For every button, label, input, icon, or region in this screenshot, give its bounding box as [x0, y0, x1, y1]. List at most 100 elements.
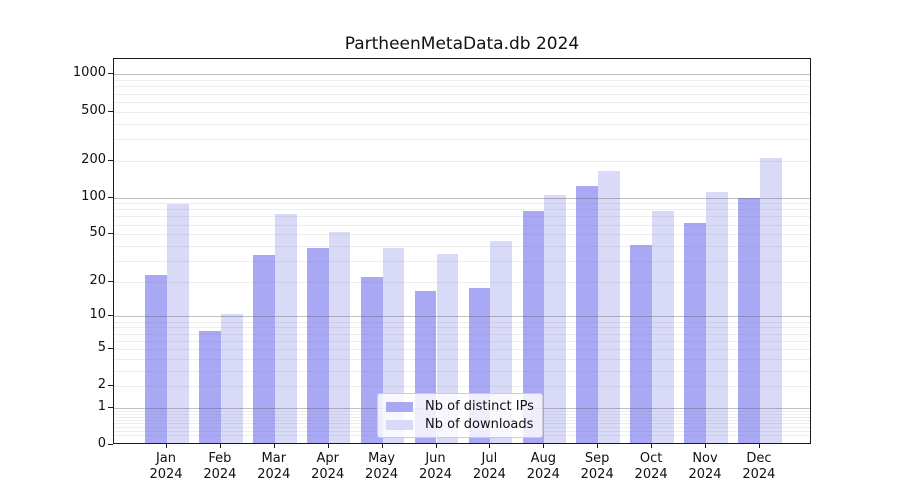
- minor-gridline: [114, 160, 810, 162]
- bar-downloads: [220, 314, 243, 443]
- minor-gridline: [114, 358, 810, 360]
- y-tick-label: 2: [97, 377, 106, 393]
- x-tick-label: Nov 2024: [688, 451, 722, 482]
- x-axis-tick: [435, 444, 437, 448]
- minor-gridline: [114, 327, 810, 329]
- x-tick-label: Dec 2024: [742, 451, 776, 482]
- x-axis-tick: [597, 444, 599, 448]
- minor-gridline: [114, 386, 810, 388]
- y-axis-tick: [108, 406, 113, 408]
- x-tick-label: Jun 2024: [418, 451, 453, 482]
- y-axis-tick: [108, 233, 113, 235]
- major-gridline: [114, 316, 810, 318]
- y-tick-label: 10: [89, 307, 106, 323]
- x-tick-label: Apr 2024: [311, 451, 345, 482]
- bar-downloads: [598, 171, 620, 443]
- bar-downloads: [328, 232, 351, 443]
- y-axis-tick: [108, 110, 113, 112]
- minor-gridline: [114, 281, 810, 283]
- x-axis-tick: [381, 444, 383, 448]
- y-tick-label: 20: [89, 272, 106, 288]
- x-tick-label: Oct 2024: [634, 451, 668, 482]
- y-axis-tick: [108, 385, 113, 387]
- minor-gridline: [114, 260, 810, 262]
- major-gridline: [114, 74, 810, 76]
- y-axis-tick: [108, 196, 113, 198]
- minor-gridline: [114, 138, 810, 140]
- x-axis-tick: [327, 444, 329, 448]
- bar-distinct-ips: [576, 185, 599, 443]
- chart-title: PartheenMetaData.db 2024: [344, 34, 580, 54]
- legend-label-distinct-ips: Nb of distinct IPs: [425, 399, 534, 414]
- bar-distinct-ips: [684, 222, 706, 443]
- x-tick-label: Jan 2024: [149, 451, 183, 482]
- y-tick-label: 200: [81, 151, 106, 167]
- minor-gridline: [114, 123, 810, 125]
- x-axis-tick: [705, 444, 706, 448]
- x-tick-label: Jul 2024: [472, 451, 506, 482]
- bar-distinct-ips: [199, 331, 221, 443]
- major-gridline: [114, 197, 810, 199]
- minor-gridline: [114, 203, 810, 205]
- minor-gridline: [114, 333, 810, 335]
- x-axis-tick: [758, 444, 760, 448]
- plot-area: [113, 58, 811, 444]
- x-axis-tick: [219, 444, 221, 448]
- x-tick-label: Mar 2024: [257, 451, 291, 482]
- minor-gridline: [114, 216, 810, 218]
- minor-gridline: [114, 93, 810, 95]
- x-tick-label: Sep 2024: [580, 451, 614, 482]
- x-tick-label: Feb 2024: [203, 451, 237, 482]
- bar-downloads: [490, 241, 513, 443]
- minor-gridline: [114, 321, 810, 323]
- y-tick-label: 500: [81, 102, 106, 118]
- x-tick-label: May 2024: [365, 451, 399, 482]
- y-tick-label: 0: [97, 436, 106, 451]
- y-tick-label: 100: [81, 188, 106, 204]
- minor-gridline: [114, 245, 810, 247]
- bar-downloads: [759, 158, 782, 443]
- bar-distinct-ips: [738, 198, 760, 443]
- y-axis-tick: [108, 315, 113, 317]
- legend: Nb of distinct IPs Nb of downloads: [377, 393, 543, 438]
- legend-swatch-downloads: [386, 419, 413, 430]
- y-axis-tick: [108, 347, 113, 349]
- legend-swatch-distinct-ips: [386, 401, 413, 412]
- minor-gridline: [114, 101, 810, 103]
- x-axis-tick: [651, 444, 653, 448]
- legend-label-downloads: Nb of downloads: [425, 417, 534, 432]
- bar-downloads: [706, 191, 728, 443]
- bar-distinct-ips: [145, 274, 167, 443]
- y-axis-tick: [108, 159, 113, 161]
- minor-gridline: [114, 209, 810, 211]
- minor-gridline: [114, 340, 810, 342]
- x-axis-tick: [543, 444, 545, 448]
- x-tick-label: Aug 2024: [526, 451, 560, 482]
- bar-downloads: [652, 210, 674, 443]
- minor-gridline: [114, 234, 810, 236]
- minor-gridline: [114, 86, 810, 88]
- legend-item-distinct-ips: Nb of distinct IPs: [386, 399, 534, 414]
- bar-distinct-ips: [306, 247, 329, 443]
- y-tick-label: 50: [89, 225, 106, 241]
- minor-gridline: [114, 224, 810, 226]
- y-axis-tick: [108, 280, 113, 282]
- y-tick-label: 5: [97, 339, 106, 355]
- legend-item-downloads: Nb of downloads: [386, 417, 533, 432]
- y-tick-label: 1000: [72, 65, 106, 81]
- bar-downloads: [167, 204, 189, 443]
- y-tick-label: 1: [97, 398, 106, 414]
- minor-gridline: [114, 370, 810, 372]
- bar-distinct-ips: [253, 255, 275, 443]
- minor-gridline: [114, 80, 810, 82]
- bar-distinct-ips: [522, 210, 545, 443]
- y-axis-tick: [108, 73, 113, 75]
- bar-downloads: [544, 194, 567, 443]
- y-axis-tick: [108, 444, 113, 445]
- x-axis-tick: [273, 444, 275, 448]
- minor-gridline: [114, 111, 810, 113]
- bar-downloads: [274, 213, 297, 443]
- minor-gridline: [114, 348, 810, 350]
- x-axis-tick: [166, 444, 167, 448]
